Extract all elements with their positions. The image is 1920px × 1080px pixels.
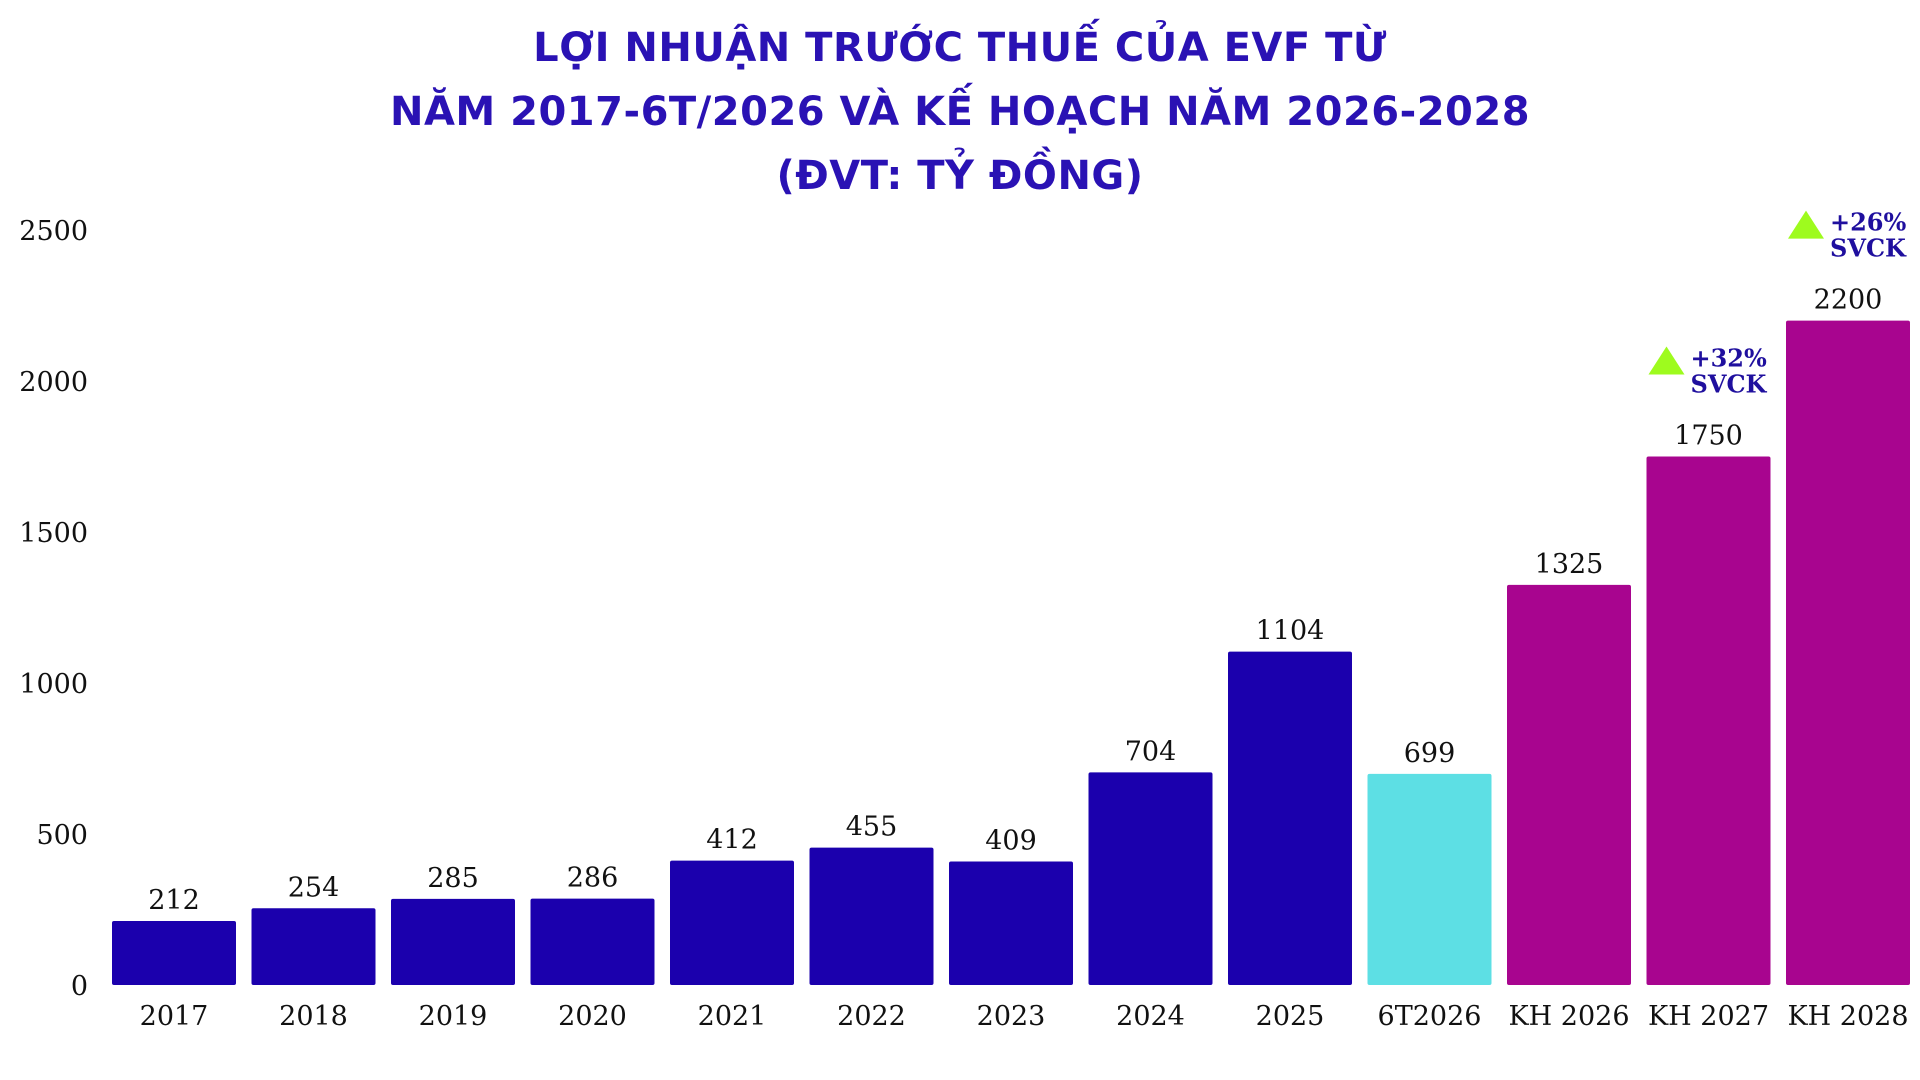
x-tick-label: 2025 xyxy=(1256,1001,1325,1032)
y-axis: 0 500 1000 1500 2000 2500 xyxy=(19,216,88,1002)
chart-title: LỢI NHUẬN TRƯỚC THUẾ CỦA EVF TỪ NĂM 2017… xyxy=(0,16,1920,208)
value-label: 1104 xyxy=(1256,616,1325,647)
value-label: 212 xyxy=(148,885,200,916)
bar xyxy=(1507,584,1631,985)
value-label: 699 xyxy=(1404,738,1456,769)
value-label: 1750 xyxy=(1674,421,1743,452)
y-tick-label: 500 xyxy=(36,820,88,851)
value-label: 254 xyxy=(288,872,340,903)
triangle-up-icon xyxy=(1788,210,1824,239)
x-tick-label: 2018 xyxy=(279,1001,348,1032)
bar xyxy=(1088,772,1213,985)
y-tick-label: 1500 xyxy=(19,518,88,549)
triangle-up-icon xyxy=(1648,346,1685,375)
x-axis: 2017 2018 2019 2020 2021 2022 2023 2024 2025 6T20… xyxy=(140,1001,1909,1032)
growth-percent-label: +32% xyxy=(1691,344,1768,373)
bar xyxy=(1228,651,1352,985)
y-tick-label: 0 xyxy=(71,971,88,1002)
bar xyxy=(251,908,376,985)
x-tick-label: KH 2028 xyxy=(1787,1001,1908,1032)
x-tick-label: 2024 xyxy=(1116,1001,1185,1032)
bar xyxy=(530,898,655,985)
growth-percent-label: +26% xyxy=(1830,208,1907,237)
x-tick-label: KH 2026 xyxy=(1508,1001,1629,1032)
title-line-3: (ĐVT: TỶ ĐỒNG) xyxy=(776,153,1144,199)
x-tick-label: 2019 xyxy=(419,1001,488,1032)
x-tick-label: 2020 xyxy=(558,1001,627,1032)
value-label: 1325 xyxy=(1535,549,1604,580)
value-label: 409 xyxy=(985,825,1037,856)
growth-basis-label: SVCK xyxy=(1691,370,1768,399)
value-label: 455 xyxy=(846,812,898,843)
x-tick-label: 2022 xyxy=(837,1001,906,1032)
y-tick-label: 1000 xyxy=(19,669,88,700)
x-tick-label: 2021 xyxy=(698,1001,767,1032)
value-label: 2200 xyxy=(1814,285,1883,316)
value-label: 704 xyxy=(1125,736,1177,767)
title-line-2: NĂM 2017-6T/2026 VÀ KẾ HOẠCH NĂM 2026-20… xyxy=(389,89,1531,135)
bars xyxy=(112,320,1910,986)
y-tick-label: 2500 xyxy=(19,216,88,247)
title-line-1: LỢI NHUẬN TRƯỚC THUẾ CỦA EVF TỪ xyxy=(533,25,1387,71)
bar xyxy=(949,861,1073,985)
bar xyxy=(1646,456,1771,985)
x-tick-label: KH 2027 xyxy=(1648,1001,1769,1032)
x-tick-label: 6T2026 xyxy=(1378,1001,1482,1032)
value-label: 286 xyxy=(567,863,619,894)
bar xyxy=(391,898,515,985)
bar xyxy=(112,920,236,985)
bar xyxy=(809,847,934,985)
y-tick-label: 2000 xyxy=(19,367,88,398)
bar xyxy=(1786,320,1910,986)
x-tick-label: 2017 xyxy=(140,1001,209,1032)
annotations: +32%SVCK+26%SVCK xyxy=(1648,208,1907,399)
x-tick-label: 2023 xyxy=(977,1001,1046,1032)
bar xyxy=(670,860,794,985)
bar xyxy=(1367,773,1492,985)
value-label: 412 xyxy=(706,825,758,856)
value-labels: 212 254 285 286 412 455 409 704 1104 699 1325 1750 2… xyxy=(148,285,1882,916)
growth-basis-label: SVCK xyxy=(1830,234,1907,263)
value-label: 285 xyxy=(427,863,479,894)
